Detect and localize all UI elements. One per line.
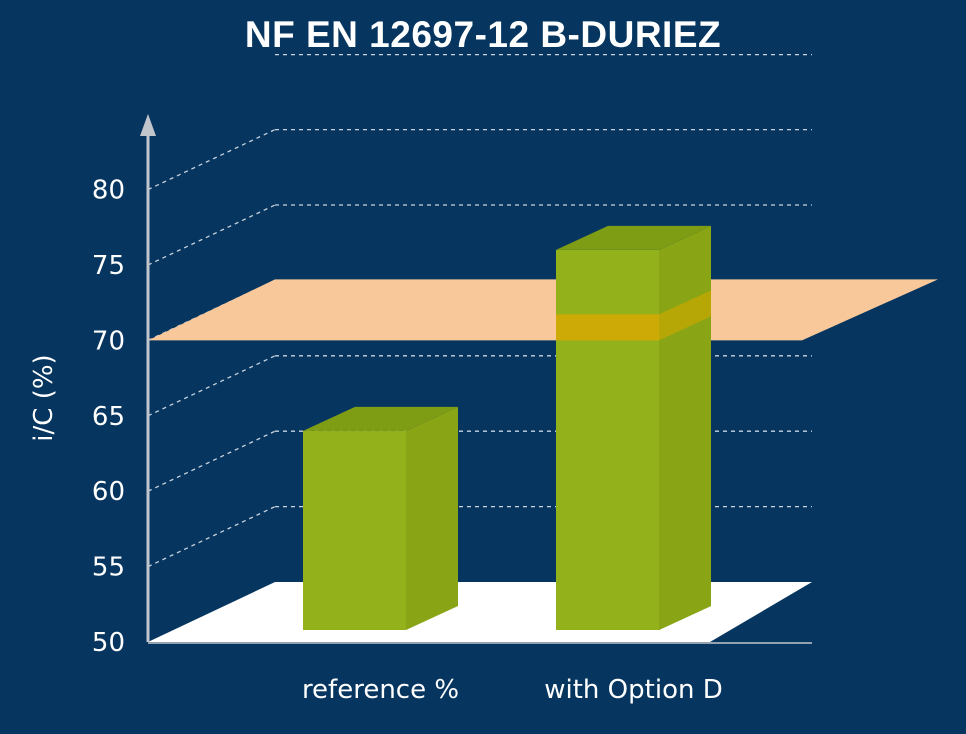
y-tick-label: 65 — [92, 402, 125, 432]
gridline-diagonal — [147, 506, 276, 568]
gridline-diagonal — [147, 204, 276, 266]
gridline-diagonal — [147, 129, 276, 191]
threshold-band-side — [659, 290, 711, 341]
bar-0 — [303, 406, 458, 630]
y-tick-label: 75 — [92, 251, 125, 281]
floor-plane — [148, 582, 812, 642]
threshold-band — [556, 314, 659, 341]
y-axis-arrow — [140, 114, 156, 136]
bar-top — [303, 406, 458, 431]
y-tick-label: 80 — [92, 176, 125, 206]
gridline-diagonal — [147, 430, 276, 492]
bar-side — [659, 225, 711, 631]
x-tick-label: with Option D — [544, 675, 722, 705]
y-axis-label: i/C (%) — [29, 354, 59, 441]
y-tick-label: 70 — [92, 326, 125, 356]
y-tick-label: 50 — [92, 628, 125, 658]
gridline-diagonal — [147, 355, 276, 417]
bar-top — [556, 225, 711, 250]
threshold-plane-layer — [148, 279, 938, 341]
labels: 50 55 60 65 70 75 80 reference % with Option D — [92, 176, 723, 705]
bar-1 — [556, 225, 711, 631]
bar-front — [303, 430, 406, 630]
bar-side — [406, 406, 458, 630]
y-tick-label: 60 — [92, 477, 125, 507]
x-tick-label: reference % — [302, 675, 459, 705]
chart-title: NF EN 12697-12 B-DURIEZ — [244, 14, 722, 55]
bars-front — [556, 225, 711, 631]
floor-plane — [148, 582, 812, 644]
y-axis — [140, 114, 156, 642]
y-tick-label: 55 — [92, 553, 125, 583]
bar-front — [556, 249, 659, 631]
threshold-plane — [148, 279, 938, 341]
